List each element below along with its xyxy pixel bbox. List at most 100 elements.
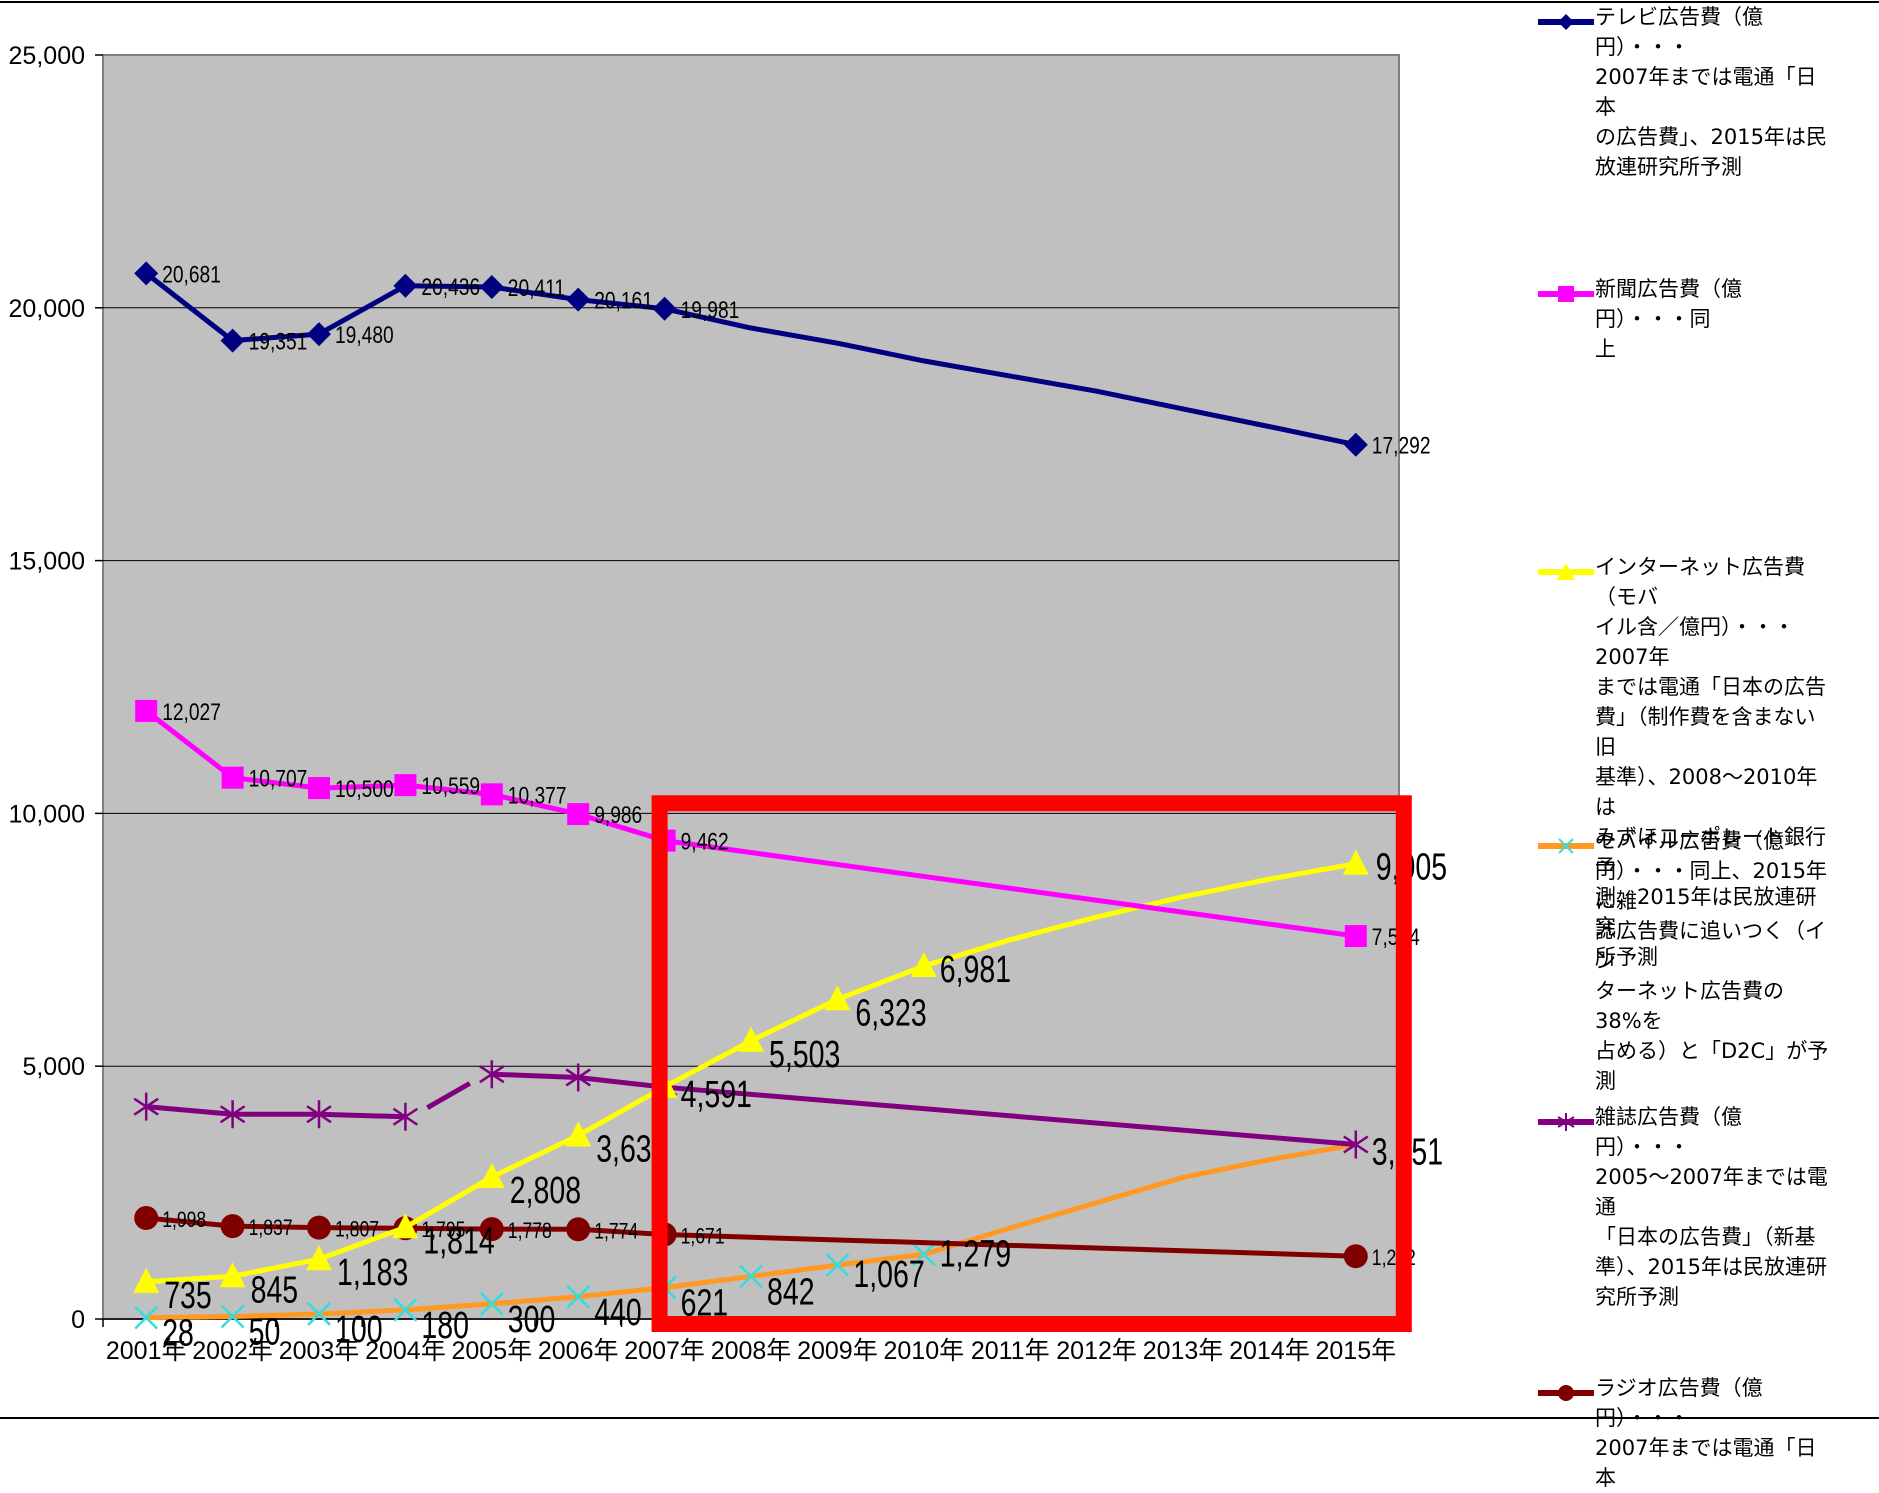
circle-icon <box>1538 1385 1594 1401</box>
x-marker <box>220 1304 245 1329</box>
triangle-marker <box>133 1267 160 1293</box>
data-label: 28 <box>162 1313 194 1355</box>
x-tick-label: 2007年 <box>624 1337 705 1365</box>
x-tick-label: 2006年 <box>538 1337 619 1365</box>
data-label: 10,377 <box>508 781 567 809</box>
data-label: 20,436 <box>421 273 480 301</box>
chart-canvas: 2001年 2002年 2003年 2004年 2005年 2006年 2007年 2008年… <box>0 1 1879 1419</box>
legend-text-tv: テレビ広告費（億円）・・・ 2007年までは電通「日本 の広告費」、2015年は民放… <box>1595 5 1827 179</box>
square-icon <box>1538 286 1594 302</box>
data-label: 1,067 <box>853 1254 924 1296</box>
diamond-marker <box>479 275 504 300</box>
circle-marker <box>134 1205 159 1230</box>
x-tick-label: 2003年 <box>279 1337 360 1365</box>
asterisk-marker <box>392 1102 419 1131</box>
circle-marker <box>220 1214 245 1239</box>
y-tick-label: 0 <box>71 1306 85 1334</box>
asterisk-icon <box>1538 1113 1594 1131</box>
x-tick-label: 2011年 <box>971 1337 1050 1365</box>
data-label: 17,292 <box>1372 432 1431 460</box>
x-tick-label: 2015年 <box>1315 1337 1396 1365</box>
data-label: 1,774 <box>594 1220 638 1244</box>
x-marker <box>393 1298 418 1322</box>
diamond-marker <box>566 287 591 312</box>
circle-marker <box>307 1215 331 1240</box>
data-label: 20,681 <box>162 260 221 288</box>
series-line <box>491 1071 1357 1148</box>
diamond-marker <box>393 273 418 298</box>
data-label: 12,027 <box>162 698 221 726</box>
diamond-marker <box>220 328 245 353</box>
y-tick-label: 5,000 <box>22 1053 85 1081</box>
data-label: 5,503 <box>769 1034 840 1076</box>
data-label: 1,807 <box>335 1218 379 1242</box>
data-label: 1,795 <box>421 1218 465 1242</box>
data-label: 2,808 <box>510 1170 581 1212</box>
x-marker <box>134 1305 159 1330</box>
diamond-marker <box>1343 432 1368 457</box>
diamond-marker <box>652 296 677 321</box>
triangle-marker <box>1342 849 1369 875</box>
data-label: 1,837 <box>249 1216 293 1240</box>
legend-text-newspaper: 新聞広告費（億円）・・・同上 <box>1595 277 1742 361</box>
data-label: 20,411 <box>508 274 565 302</box>
x-marker <box>479 1291 504 1316</box>
asterisk-marker <box>565 1063 591 1092</box>
x-tick-label: 2008年 <box>711 1337 792 1365</box>
x-tick-label: 2010年 <box>883 1337 964 1365</box>
asterisk-marker <box>306 1100 332 1129</box>
data-label: 300 <box>508 1299 556 1341</box>
data-label: 10,707 <box>249 765 308 793</box>
series-line-dash <box>426 1081 472 1110</box>
x-tick-label: 2014年 <box>1229 1337 1310 1365</box>
triangle-marker <box>565 1121 592 1147</box>
asterisk-marker <box>1343 1130 1369 1159</box>
x-tick-label: 2009年 <box>797 1337 878 1365</box>
data-label: 1,814 <box>423 1220 494 1262</box>
diamond-marker <box>134 261 159 286</box>
data-label: 180 <box>421 1305 469 1347</box>
x-marker <box>911 1242 936 1267</box>
data-label: 10,559 <box>421 772 480 800</box>
x-tick-label: 2004年 <box>365 1337 446 1365</box>
circle-marker <box>566 1217 591 1242</box>
asterisk-marker <box>479 1060 505 1089</box>
series-line <box>145 1104 406 1120</box>
triangle-marker <box>738 1026 764 1052</box>
diamond-marker <box>307 322 331 347</box>
data-label: 100 <box>335 1309 383 1351</box>
data-label: 735 <box>164 1275 212 1317</box>
data-label: 19,480 <box>335 321 394 349</box>
x-tick-label: 2013年 <box>1143 1337 1224 1365</box>
series-line <box>144 271 1357 448</box>
data-label: 1,183 <box>337 1252 408 1294</box>
data-label: 4,591 <box>681 1074 752 1116</box>
series-line <box>145 1215 1356 1259</box>
data-label: 6,981 <box>940 949 1011 991</box>
square-marker <box>394 774 417 797</box>
y-tick-label: 10,000 <box>9 800 85 828</box>
data-label: 6,323 <box>855 992 926 1034</box>
square-marker <box>567 803 590 826</box>
asterisk-marker <box>219 1100 246 1129</box>
highlight-box <box>651 795 1412 1332</box>
triangle-marker <box>219 1262 246 1288</box>
y-tick-label: 20,000 <box>9 295 85 323</box>
x-marker <box>566 1284 591 1309</box>
triangle-marker <box>478 1163 505 1189</box>
legend-text-radio: ラジオ広告費（億円）・・・ 2007年までは電通「日本 <box>1595 1376 1817 1490</box>
data-label: 20,161 <box>594 287 653 315</box>
data-label: 19,351 <box>249 328 308 356</box>
x-marker <box>307 1302 331 1326</box>
y-axis: 0 5,000 10,000 15,000 20,000 25,000 <box>9 42 103 1334</box>
square-marker <box>135 699 158 722</box>
data-label: 845 <box>251 1269 299 1311</box>
data-label: 1,279 <box>940 1234 1011 1276</box>
legend-text-internet: インターネット広告費（モバ イル含／億円）・・・2007年 までは電通「日本の広告費… <box>1595 555 1826 969</box>
triangle-marker <box>824 985 851 1011</box>
y-tick-label: 25,000 <box>9 42 85 70</box>
square-marker <box>221 766 244 789</box>
series-line <box>144 708 1357 939</box>
data-label: 19,981 <box>681 296 740 324</box>
data-label: 440 <box>594 1292 642 1334</box>
